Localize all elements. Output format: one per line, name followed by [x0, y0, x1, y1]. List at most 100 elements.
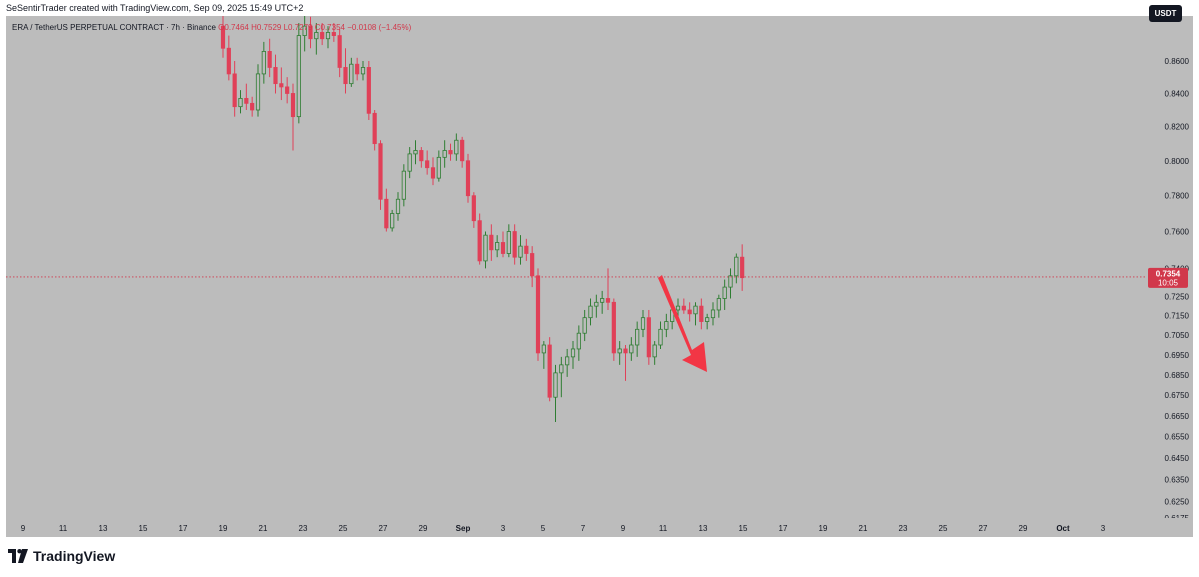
candle-body	[465, 160, 471, 197]
candle[interactable]	[273, 54, 278, 94]
candle[interactable]	[693, 302, 698, 326]
candle[interactable]	[687, 302, 692, 322]
candle[interactable]	[390, 209, 395, 232]
tradingview-logo[interactable]: TradingView	[8, 548, 115, 564]
candle[interactable]	[320, 23, 325, 46]
candle[interactable]	[448, 143, 453, 161]
candle[interactable]	[407, 147, 412, 179]
candle[interactable]	[285, 77, 290, 104]
candle[interactable]	[220, 16, 226, 58]
candle[interactable]	[734, 253, 739, 284]
candle[interactable]	[314, 23, 319, 55]
candle[interactable]	[244, 83, 249, 110]
candle[interactable]	[465, 153, 471, 203]
candle[interactable]	[652, 341, 657, 365]
candle[interactable]	[395, 192, 401, 221]
price-axis[interactable]: 0.86000.84000.82000.80000.78000.76000.74…	[1146, 16, 1193, 518]
candle[interactable]	[716, 294, 721, 318]
candle[interactable]	[710, 302, 716, 326]
time-axis[interactable]: 9 11 13 15 17 19 21 23 25 27 29 Sep 3 5 7 9 11 13 15 17 19 21…	[6, 518, 1146, 537]
candle[interactable]	[617, 341, 622, 365]
candlestick-chart[interactable]	[6, 16, 1146, 518]
candle[interactable]	[588, 298, 593, 326]
candle[interactable]	[425, 150, 430, 175]
candle[interactable]	[308, 16, 313, 49]
candle[interactable]	[436, 150, 441, 182]
candle[interactable]	[623, 344, 628, 381]
candle[interactable]	[366, 61, 371, 120]
candle[interactable]	[442, 140, 447, 168]
down-arrow-annotation[interactable]	[658, 275, 707, 372]
candle-body	[687, 309, 692, 315]
candle[interactable]	[582, 309, 587, 342]
candle[interactable]	[600, 290, 605, 314]
candle[interactable]	[290, 83, 296, 151]
candle-body	[302, 25, 307, 36]
candle[interactable]	[355, 57, 360, 81]
candle[interactable]	[430, 157, 436, 186]
candle[interactable]	[349, 57, 354, 87]
candle[interactable]	[553, 364, 558, 422]
candle[interactable]	[611, 298, 616, 361]
candle[interactable]	[547, 337, 552, 402]
candle[interactable]	[419, 147, 424, 168]
candle[interactable]	[530, 246, 535, 288]
candle[interactable]	[722, 279, 727, 310]
candle[interactable]	[372, 109, 377, 151]
plot-area[interactable]	[6, 16, 1146, 518]
candle[interactable]	[518, 235, 523, 265]
candle[interactable]	[226, 35, 231, 81]
candle[interactable]	[250, 96, 255, 117]
candle[interactable]	[477, 213, 482, 265]
candle[interactable]	[705, 313, 710, 330]
candle[interactable]	[378, 140, 383, 210]
candle[interactable]	[640, 309, 646, 338]
candle[interactable]	[681, 298, 686, 314]
candle[interactable]	[646, 309, 651, 365]
candle[interactable]	[471, 192, 476, 228]
candle[interactable]	[535, 268, 541, 361]
candle[interactable]	[635, 321, 640, 357]
candle[interactable]	[261, 41, 266, 84]
candle[interactable]	[576, 325, 581, 361]
candle[interactable]	[279, 67, 284, 101]
chart-panel[interactable]: ERA / TetherUS PERPETUAL CONTRACT · 7h ·…	[6, 16, 1193, 537]
candle[interactable]	[524, 238, 529, 261]
candle[interactable]	[495, 235, 500, 258]
candle[interactable]	[337, 29, 342, 78]
candle[interactable]	[255, 64, 261, 117]
candle[interactable]	[629, 337, 634, 361]
candle[interactable]	[658, 321, 663, 349]
candle[interactable]	[413, 140, 418, 165]
candle[interactable]	[565, 348, 570, 377]
candle[interactable]	[594, 294, 599, 318]
candle[interactable]	[296, 23, 301, 124]
candle[interactable]	[454, 133, 459, 161]
candle[interactable]	[740, 244, 745, 291]
candle[interactable]	[541, 341, 546, 369]
candle[interactable]	[232, 61, 237, 117]
candle[interactable]	[483, 231, 488, 269]
candle[interactable]	[728, 268, 733, 299]
candle[interactable]	[302, 16, 307, 52]
candle[interactable]	[331, 23, 336, 42]
candle[interactable]	[605, 268, 611, 310]
candle[interactable]	[500, 231, 506, 258]
candle[interactable]	[343, 48, 348, 94]
candle[interactable]	[559, 356, 564, 398]
candle-body	[337, 35, 342, 68]
candle[interactable]	[570, 341, 576, 369]
candle[interactable]	[489, 224, 494, 261]
candle[interactable]	[325, 26, 331, 49]
currency-button[interactable]: USDT	[1149, 5, 1182, 22]
candle[interactable]	[664, 313, 669, 338]
candle[interactable]	[460, 136, 465, 168]
candle[interactable]	[506, 224, 511, 258]
candle[interactable]	[360, 61, 366, 81]
candle[interactable]	[699, 298, 704, 330]
candle[interactable]	[512, 224, 517, 265]
candle[interactable]	[384, 188, 389, 232]
candle[interactable]	[238, 90, 243, 114]
candle[interactable]	[401, 164, 406, 207]
candle[interactable]	[267, 38, 272, 78]
